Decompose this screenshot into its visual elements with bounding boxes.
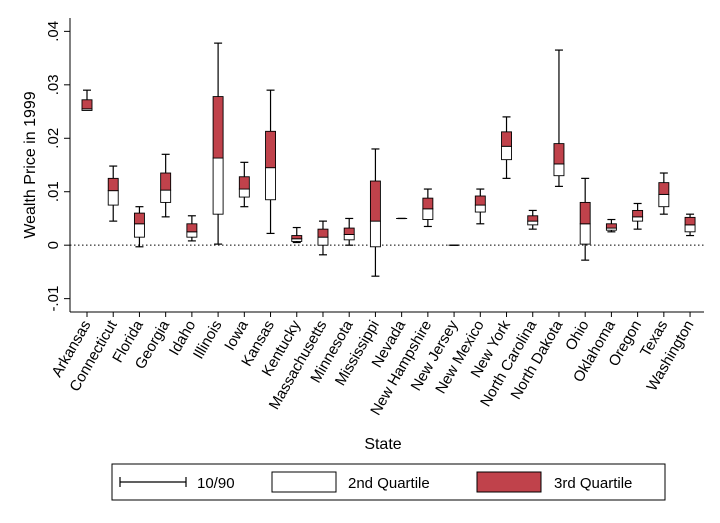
legend-q3-swatch [476, 471, 542, 493]
q2-box [133, 223, 145, 238]
q3-box [81, 99, 93, 110]
box-massachusetts [317, 220, 329, 256]
y-tick-label: -.01 [45, 286, 62, 312]
box-new-york [501, 116, 512, 179]
q2-box [579, 223, 591, 245]
q2-box [474, 204, 486, 213]
q2-box [422, 208, 434, 220]
q3-box [684, 216, 696, 226]
q2-box [553, 163, 565, 177]
box-georgia [160, 153, 172, 218]
q2-box [212, 157, 224, 215]
q3-box [343, 227, 355, 235]
y-axis-ticks: -.01 0 .01 .02 .03 .04 [45, 21, 70, 312]
legend-label-whisker: 10/90 [197, 475, 235, 492]
q3-box [107, 177, 119, 192]
boxes [81, 42, 696, 277]
q3-box [527, 215, 539, 222]
q3-box [501, 131, 512, 147]
q2-box [501, 145, 512, 161]
q3-box [238, 176, 250, 190]
q3-box [369, 180, 381, 222]
box-north-carolina [527, 209, 539, 230]
box-minnesota [343, 217, 355, 246]
q2-box [343, 234, 355, 241]
box-north-dakota [553, 49, 565, 187]
box-illinois [212, 42, 224, 245]
box-kansas [265, 89, 276, 235]
box-oregon [632, 202, 644, 230]
q3-box [160, 172, 172, 191]
q3-box [605, 223, 617, 229]
q3-box [553, 143, 565, 165]
legend-label-q3: 3rd Quartile [554, 475, 632, 492]
q2-box [107, 190, 119, 206]
q3-box [133, 212, 145, 225]
box-arkansas [81, 89, 93, 111]
q3-box [317, 228, 329, 238]
q2-box [317, 236, 329, 246]
q2-box [238, 188, 250, 198]
y-tick-label: .03 [45, 74, 62, 95]
box-oklahoma [605, 218, 617, 233]
q3-box [265, 130, 276, 169]
q3-box [632, 209, 644, 218]
q3-box [212, 96, 224, 159]
box-kentucky [291, 226, 303, 244]
box-texas [658, 172, 670, 215]
axes [69, 18, 704, 313]
legend: 10/90 2nd Quartile 3rd Quartile [111, 463, 666, 501]
box-connecticut [107, 165, 119, 222]
q3-box [658, 182, 670, 195]
y-tick-label: .02 [45, 128, 62, 149]
legend-q2-swatch [271, 471, 337, 493]
box-washington [684, 213, 696, 237]
q2-box [265, 167, 276, 201]
q2-box [186, 231, 198, 238]
y-tick-label: .04 [45, 21, 62, 42]
q2-box [527, 220, 539, 226]
q3-box [474, 195, 486, 206]
q3-box [422, 197, 434, 210]
y-tick-label: 0 [45, 241, 62, 249]
q2-box [369, 220, 381, 248]
box-iowa [238, 161, 250, 208]
legend-label-q2: 2nd Quartile [348, 475, 430, 492]
q2-box [632, 216, 644, 222]
q2-box [658, 193, 670, 208]
box-mississippi [369, 148, 381, 277]
box-new-mexico [474, 188, 486, 225]
q3-box [186, 223, 198, 233]
x-axis-title: State [364, 436, 401, 453]
legend-frame [111, 463, 666, 501]
box-idaho [186, 215, 198, 242]
q3-box [291, 235, 303, 240]
y-tick-label: .01 [45, 181, 62, 202]
box-ohio [579, 177, 591, 261]
box-new-hampshire [422, 188, 434, 228]
q2-box [160, 189, 172, 203]
y-axis-title: Wealth Price in 1999 [22, 91, 39, 238]
q3-box [579, 201, 591, 225]
box-florida [133, 206, 145, 248]
q2-box [684, 224, 696, 233]
